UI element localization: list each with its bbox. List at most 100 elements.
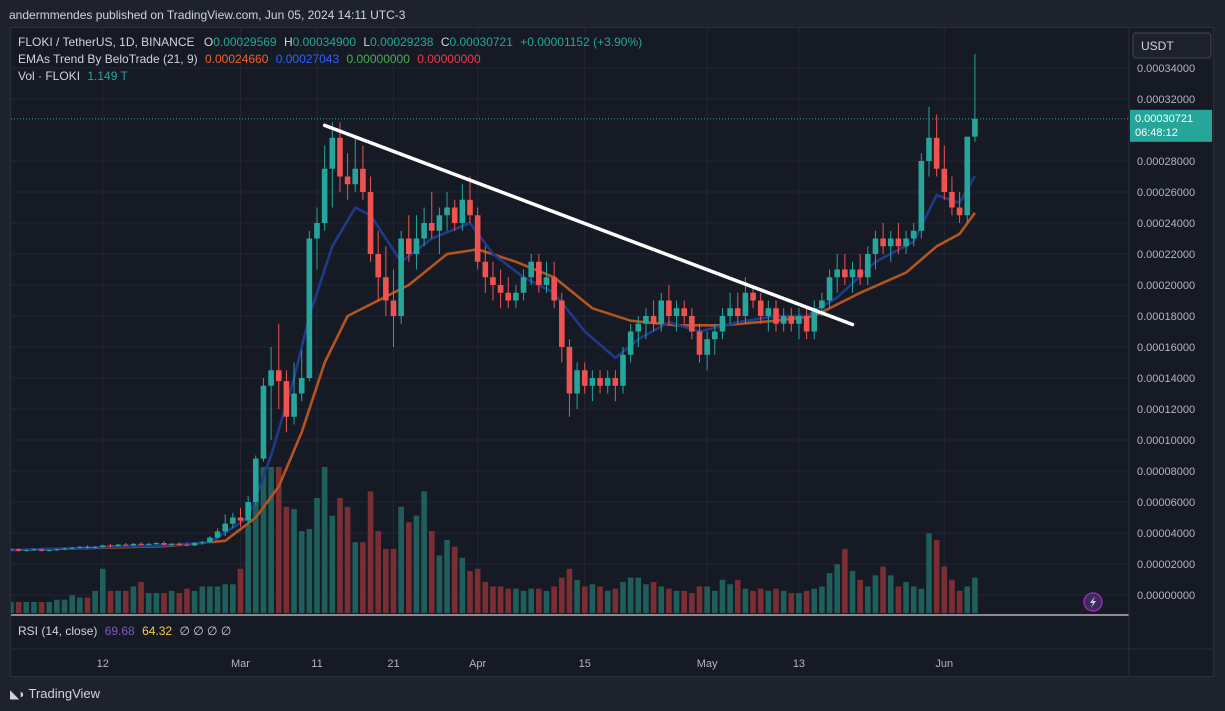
candle[interactable] [620,347,626,394]
candle[interactable] [23,549,30,552]
candle[interactable] [337,122,343,192]
candle[interactable] [199,540,206,545]
candle[interactable] [138,542,144,546]
candle[interactable] [513,285,519,309]
candle[interactable] [230,512,236,529]
price-axis[interactable]: USDT 0.000340000.000320000.000280000.000… [1130,32,1212,602]
candle[interactable] [321,145,328,231]
candle[interactable] [627,323,634,363]
candle[interactable] [352,137,359,192]
symbol-name[interactable]: FLOKI / TetherUS, 1D, BINANCE [18,35,195,49]
candle[interactable] [46,549,53,552]
candle[interactable] [666,285,672,324]
candle[interactable] [8,548,14,551]
candle[interactable] [260,378,267,462]
candle[interactable] [895,223,902,254]
candle[interactable] [765,300,772,332]
candle[interactable] [972,54,978,142]
candle[interactable] [275,323,282,409]
candle[interactable] [811,300,818,340]
candle[interactable] [360,145,366,200]
candle[interactable] [115,543,121,547]
candle[interactable] [903,230,909,254]
candle[interactable] [375,230,381,301]
chart-panel[interactable]: FLOKI / TetherUS, 1D, BINANCE O0.0002956… [8,27,1214,677]
candle[interactable] [673,300,680,332]
candle[interactable] [406,215,412,262]
candle[interactable] [145,543,152,546]
candle[interactable] [857,254,863,285]
candle[interactable] [153,542,160,545]
candle[interactable] [283,370,290,433]
candle[interactable] [15,548,22,552]
candle[interactable] [773,300,779,332]
candle[interactable] [910,223,917,247]
candle[interactable] [222,514,228,537]
candle[interactable] [865,246,871,285]
candle[interactable] [750,285,756,309]
candle[interactable] [528,254,534,285]
candle[interactable] [474,207,481,270]
candle[interactable] [291,362,297,425]
trendline[interactable] [322,123,855,327]
lightning-icon[interactable] [1083,592,1103,612]
candle[interactable] [84,545,91,549]
candle[interactable] [444,192,450,231]
candle[interactable] [941,145,948,200]
candle[interactable] [245,495,251,524]
candle[interactable] [803,308,810,340]
candle[interactable] [38,548,45,552]
candle[interactable] [459,184,466,231]
candle[interactable] [253,455,259,506]
candle[interactable] [581,362,588,394]
time-axis[interactable]: 12 Mar 11 21 Apr 15 May 13 Jun [97,658,954,670]
candle[interactable] [834,254,840,293]
candle[interactable] [482,246,489,293]
candle[interactable] [543,261,550,293]
candle[interactable] [184,543,190,547]
candle[interactable] [933,114,940,177]
candle[interactable] [681,300,687,324]
candle[interactable] [61,547,68,551]
rsi-name[interactable]: RSI (14, close) [18,624,97,638]
candle[interactable] [604,370,611,394]
candle[interactable] [880,223,886,254]
candle[interactable] [826,269,833,309]
candle[interactable] [956,192,963,223]
candle[interactable] [872,230,879,270]
candle[interactable] [505,277,512,309]
price-chart[interactable]: FLOKI / TetherUS, 1D, BINANCE O0.0002956… [8,28,1213,676]
candle[interactable] [918,153,925,239]
candle[interactable] [268,347,274,440]
candle[interactable] [658,292,665,332]
candle[interactable] [69,546,75,550]
candle[interactable] [887,230,894,262]
candle[interactable] [92,546,98,549]
candle[interactable] [842,254,848,285]
candle[interactable] [696,323,703,363]
candle[interactable] [757,292,764,324]
candle[interactable] [122,543,129,547]
ema-indicator-name[interactable]: EMAs Trend By BeloTrade (21, 9) [18,52,198,66]
candle[interactable] [367,176,374,262]
candle[interactable] [298,350,305,402]
candle[interactable] [490,261,496,301]
candle[interactable] [597,370,603,394]
candle[interactable] [390,269,397,348]
candle[interactable] [421,207,427,247]
candle[interactable] [497,269,504,309]
candle[interactable] [306,230,313,382]
candle[interactable] [344,153,351,200]
candle[interactable] [964,136,971,223]
candle[interactable] [77,546,83,549]
candle[interactable] [191,542,198,547]
candle[interactable] [788,308,795,332]
tradingview-logo[interactable]: ◣◗ TradingView [10,686,100,701]
candle[interactable] [949,176,955,216]
candle[interactable] [168,543,175,547]
candle[interactable] [161,541,167,546]
candle[interactable] [214,528,221,540]
candle[interactable] [31,548,37,551]
candle[interactable] [398,230,404,324]
candle[interactable] [635,316,642,347]
